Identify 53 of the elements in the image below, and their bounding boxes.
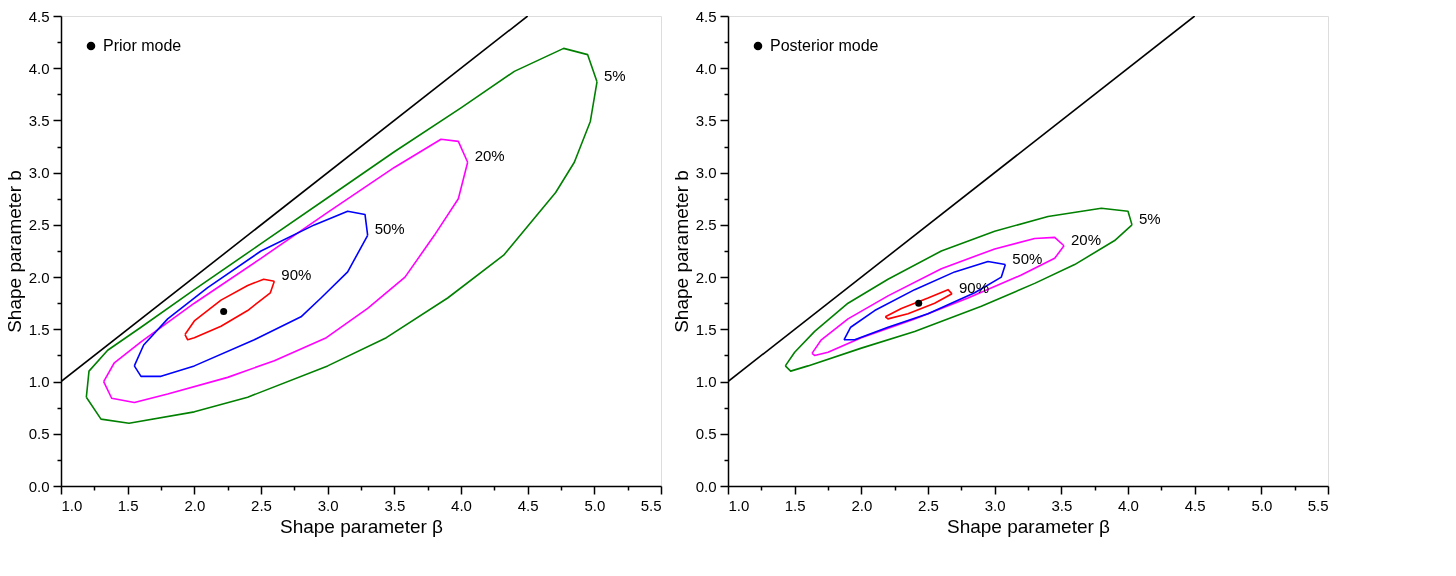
y-tick-label: 0.5 [695, 425, 717, 443]
legend-label: Posterior mode [770, 37, 879, 54]
y-tick-label: 1.0 [28, 373, 50, 391]
x-tick-label: 5.0 [1251, 496, 1273, 514]
y-tick-label: 2.5 [695, 216, 717, 234]
x-tick-label: 1.0 [61, 496, 83, 514]
y-tick-label: 2.0 [695, 268, 717, 286]
x-tick-label: 3.0 [984, 496, 1006, 514]
series-label: 5% [604, 66, 626, 84]
series-label: 50% [1012, 249, 1043, 267]
x-tick-label: 3.5 [384, 496, 406, 514]
x-tick-label: 5.5 [1307, 496, 1329, 514]
x-tick-label: 1.5 [117, 496, 139, 514]
y-tick-label: 2.5 [28, 216, 50, 234]
x-tick-label: 5.0 [584, 496, 606, 514]
x-tick-label: 1.5 [784, 496, 806, 514]
y-tick-label: 0.5 [28, 425, 50, 443]
y-tick-label: 4.5 [28, 7, 50, 25]
x-tick-label: 3.5 [1051, 496, 1073, 514]
y-tick-label: 4.0 [28, 59, 50, 77]
y-tick-label: 4.5 [695, 7, 717, 25]
y-tick-label: 3.5 [28, 111, 50, 129]
x-tick-label: 5.5 [640, 496, 662, 514]
y-tick-label: 1.5 [695, 320, 717, 338]
x-tick-label: 3.0 [317, 496, 339, 514]
x-tick-label: 4.0 [451, 496, 472, 514]
series-label: 20% [1071, 230, 1102, 248]
y-tick-label: 1.5 [28, 320, 50, 338]
series-label: 50% [374, 220, 405, 238]
y-axis-title: Shape parameter b [670, 170, 692, 333]
y-tick-label: 2.0 [28, 268, 50, 286]
y-tick-label: 4.0 [695, 59, 717, 77]
y-tick-label: 3.0 [695, 164, 717, 182]
y-tick-label: 3.0 [28, 164, 50, 182]
x-tick-label: 2.0 [851, 496, 873, 514]
x-tick-label: 1.0 [728, 496, 750, 514]
x-tick-label: 4.5 [1184, 496, 1206, 514]
x-tick-label: 4.0 [1118, 496, 1139, 514]
series-label: 20% [474, 147, 505, 165]
series-label: 5% [1139, 209, 1161, 227]
x-tick-label: 2.5 [251, 496, 272, 514]
y-tick-label: 1.0 [695, 373, 717, 391]
x-tick-label: 2.0 [184, 496, 206, 514]
y-tick-label: 0.0 [28, 477, 50, 495]
x-axis-title: Shape parameter β [946, 515, 1111, 537]
y-tick-label: 0.0 [695, 477, 717, 495]
y-tick-label: 3.5 [695, 111, 717, 129]
x-axis-title: Shape parameter β [279, 515, 444, 537]
legend-label: Prior mode [103, 37, 182, 54]
x-tick-label: 4.5 [517, 496, 539, 514]
series-label: 90% [281, 266, 312, 284]
x-tick-label: 2.5 [918, 496, 939, 514]
y-axis-title: Shape parameter b [3, 170, 25, 333]
